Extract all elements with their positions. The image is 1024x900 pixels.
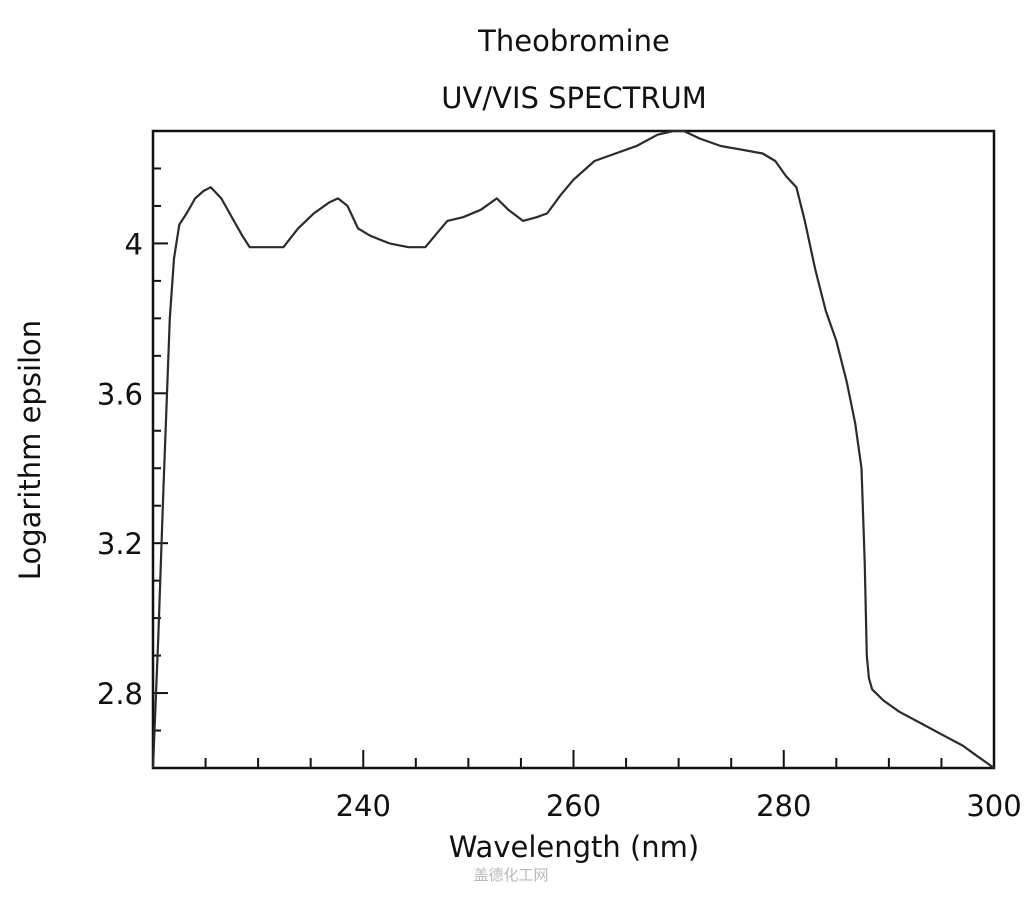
x-tick-label: 260 xyxy=(546,789,601,823)
axis-tick-labels: 240 260 280 300 2.8 3.2 3.6 4 xyxy=(97,227,1022,823)
y-tick-label: 2.8 xyxy=(97,677,143,711)
x-tick-label: 280 xyxy=(756,789,811,823)
y-axis-label: Logarithm epsilon xyxy=(13,319,47,581)
spectrum-line xyxy=(151,129,995,769)
chart-subtitle: UV/VIS SPECTRUM xyxy=(441,81,707,115)
y-tick-label: 4 xyxy=(125,227,143,261)
x-axis-label: Wavelength (nm) xyxy=(448,830,700,864)
y-tick-label: 3.6 xyxy=(97,377,143,411)
x-tick-label: 300 xyxy=(966,789,1021,823)
watermark-text: 盖德化工网 xyxy=(473,866,549,884)
chart-title: Theobromine xyxy=(478,24,670,58)
x-tick-label: 240 xyxy=(336,789,391,823)
y-tick-label: 3.2 xyxy=(97,527,143,561)
